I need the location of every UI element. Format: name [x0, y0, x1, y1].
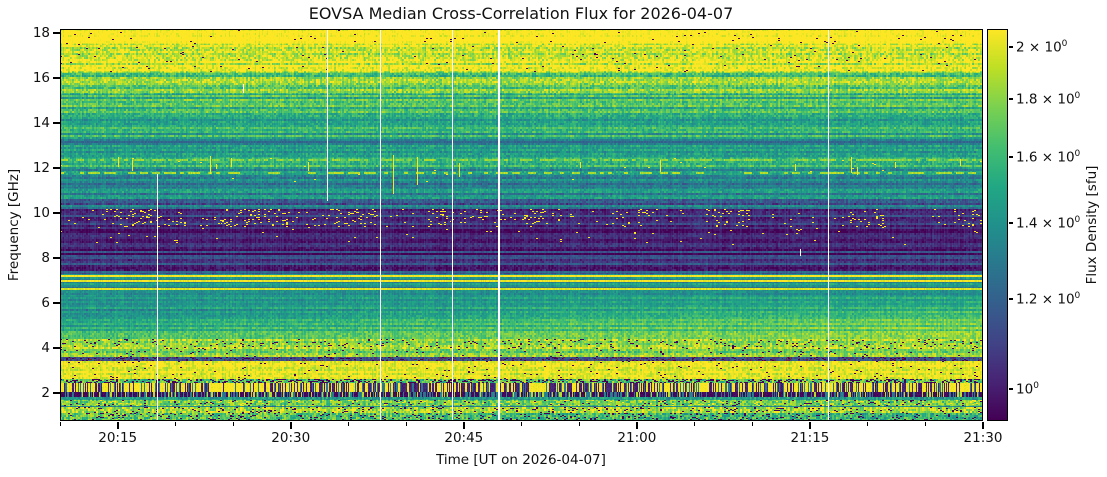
- colorbar-tick-label: 100: [1016, 380, 1039, 398]
- y-tick-mark: [53, 167, 60, 170]
- colorbar-tick-mark: [1009, 156, 1013, 158]
- colorbar-tick-mark: [1009, 298, 1013, 300]
- x-tick-label: 20:30: [271, 430, 311, 446]
- colorbar-label: Flux Density [sfu]: [1084, 165, 1100, 285]
- x-tick-mark: [289, 422, 292, 429]
- y-tick-label: 8: [41, 250, 50, 267]
- y-tick-mark: [53, 122, 60, 125]
- y-tick-label: 16: [32, 70, 50, 87]
- x-tick-label: 20:45: [444, 430, 484, 446]
- x-tick-label: 21:00: [617, 430, 657, 446]
- colorbar-tick-label: 1.6 × 100: [1016, 148, 1081, 166]
- x-minor-tick-mark: [578, 422, 580, 426]
- y-tick-label: 2: [41, 384, 50, 401]
- x-minor-tick-mark: [924, 422, 926, 426]
- x-minor-tick-mark: [347, 422, 349, 426]
- colorbar-tick-label: 1.2 × 100: [1016, 290, 1081, 308]
- y-tick-mark: [53, 77, 60, 80]
- x-tick-mark: [116, 422, 119, 429]
- y-tick-label: 4: [41, 339, 50, 356]
- y-tick-mark: [53, 346, 60, 349]
- y-tick-label: 10: [32, 205, 50, 222]
- x-minor-tick-mark: [867, 422, 869, 426]
- colorbar-canvas: [987, 29, 1008, 421]
- x-tick-mark: [635, 422, 638, 429]
- chart-title: EOVSA Median Cross-Correlation Flux for …: [308, 4, 734, 23]
- x-tick-label: 20:15: [98, 430, 138, 446]
- spectrogram-heatmap-canvas: [60, 29, 983, 421]
- x-tick-mark: [982, 422, 984, 429]
- x-tick-mark: [808, 422, 811, 429]
- y-tick-mark: [53, 32, 60, 35]
- y-tick-mark: [53, 212, 60, 215]
- y-tick-mark: [53, 257, 60, 260]
- colorbar-tick-mark: [1009, 98, 1013, 100]
- y-tick-label: 6: [41, 295, 50, 312]
- x-minor-tick-mark: [59, 422, 61, 426]
- colorbar-tick-label: 1.4 × 100: [1016, 214, 1081, 232]
- x-axis-label: Time [UT on 2026-04-07]: [436, 452, 606, 468]
- x-tick-mark: [462, 422, 465, 429]
- x-minor-tick-mark: [405, 422, 407, 426]
- colorbar-tick-label: 2 × 100: [1016, 38, 1068, 56]
- y-tick-label: 12: [32, 160, 50, 177]
- colorbar-tick-mark: [1009, 222, 1013, 224]
- x-minor-tick-mark: [521, 422, 522, 426]
- y-tick-label: 14: [32, 115, 50, 132]
- y-tick-mark: [53, 302, 60, 305]
- colorbar-tick-mark: [1009, 388, 1013, 390]
- colorbar-tick-label: 1.8 × 100: [1016, 90, 1081, 108]
- y-tick-label: 18: [32, 25, 50, 42]
- x-tick-label: 21:30: [963, 430, 1003, 446]
- x-minor-tick-mark: [232, 422, 234, 426]
- y-tick-mark: [53, 391, 60, 394]
- x-minor-tick-mark: [694, 422, 696, 426]
- x-minor-tick-mark: [174, 422, 176, 426]
- colorbar-tick-mark: [1009, 46, 1013, 48]
- x-minor-tick-mark: [751, 422, 753, 426]
- x-tick-label: 21:15: [790, 430, 830, 446]
